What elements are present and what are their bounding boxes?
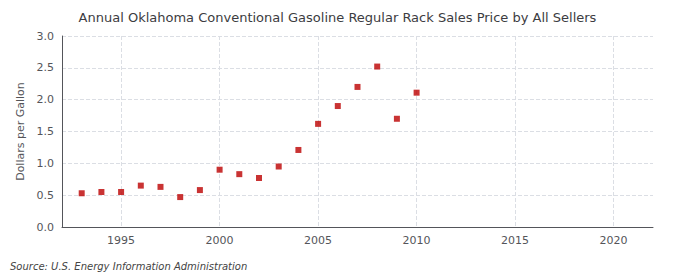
svg-text:2.5: 2.5 (37, 61, 55, 74)
svg-text:2.0: 2.0 (37, 93, 55, 106)
svg-text:0.5: 0.5 (37, 189, 55, 202)
svg-text:Dollars per Gallon: Dollars per Gallon (14, 82, 27, 181)
svg-text:1.0: 1.0 (37, 157, 55, 170)
svg-text:2010: 2010 (403, 234, 431, 247)
svg-text:1995: 1995 (107, 234, 135, 247)
svg-text:Annual Oklahoma Conventional G: Annual Oklahoma Conventional Gasoline Re… (79, 10, 597, 25)
svg-text:Source: U.S. Energy Informatio: Source: U.S. Energy Information Administ… (10, 261, 247, 272)
svg-text:2005: 2005 (304, 234, 332, 247)
svg-text:2015: 2015 (501, 234, 529, 247)
svg-text:0.0: 0.0 (37, 221, 55, 234)
svg-text:3.0: 3.0 (37, 30, 55, 43)
svg-text:1.5: 1.5 (37, 125, 55, 138)
svg-text:2000: 2000 (206, 234, 234, 247)
svg-text:2020: 2020 (600, 234, 628, 247)
